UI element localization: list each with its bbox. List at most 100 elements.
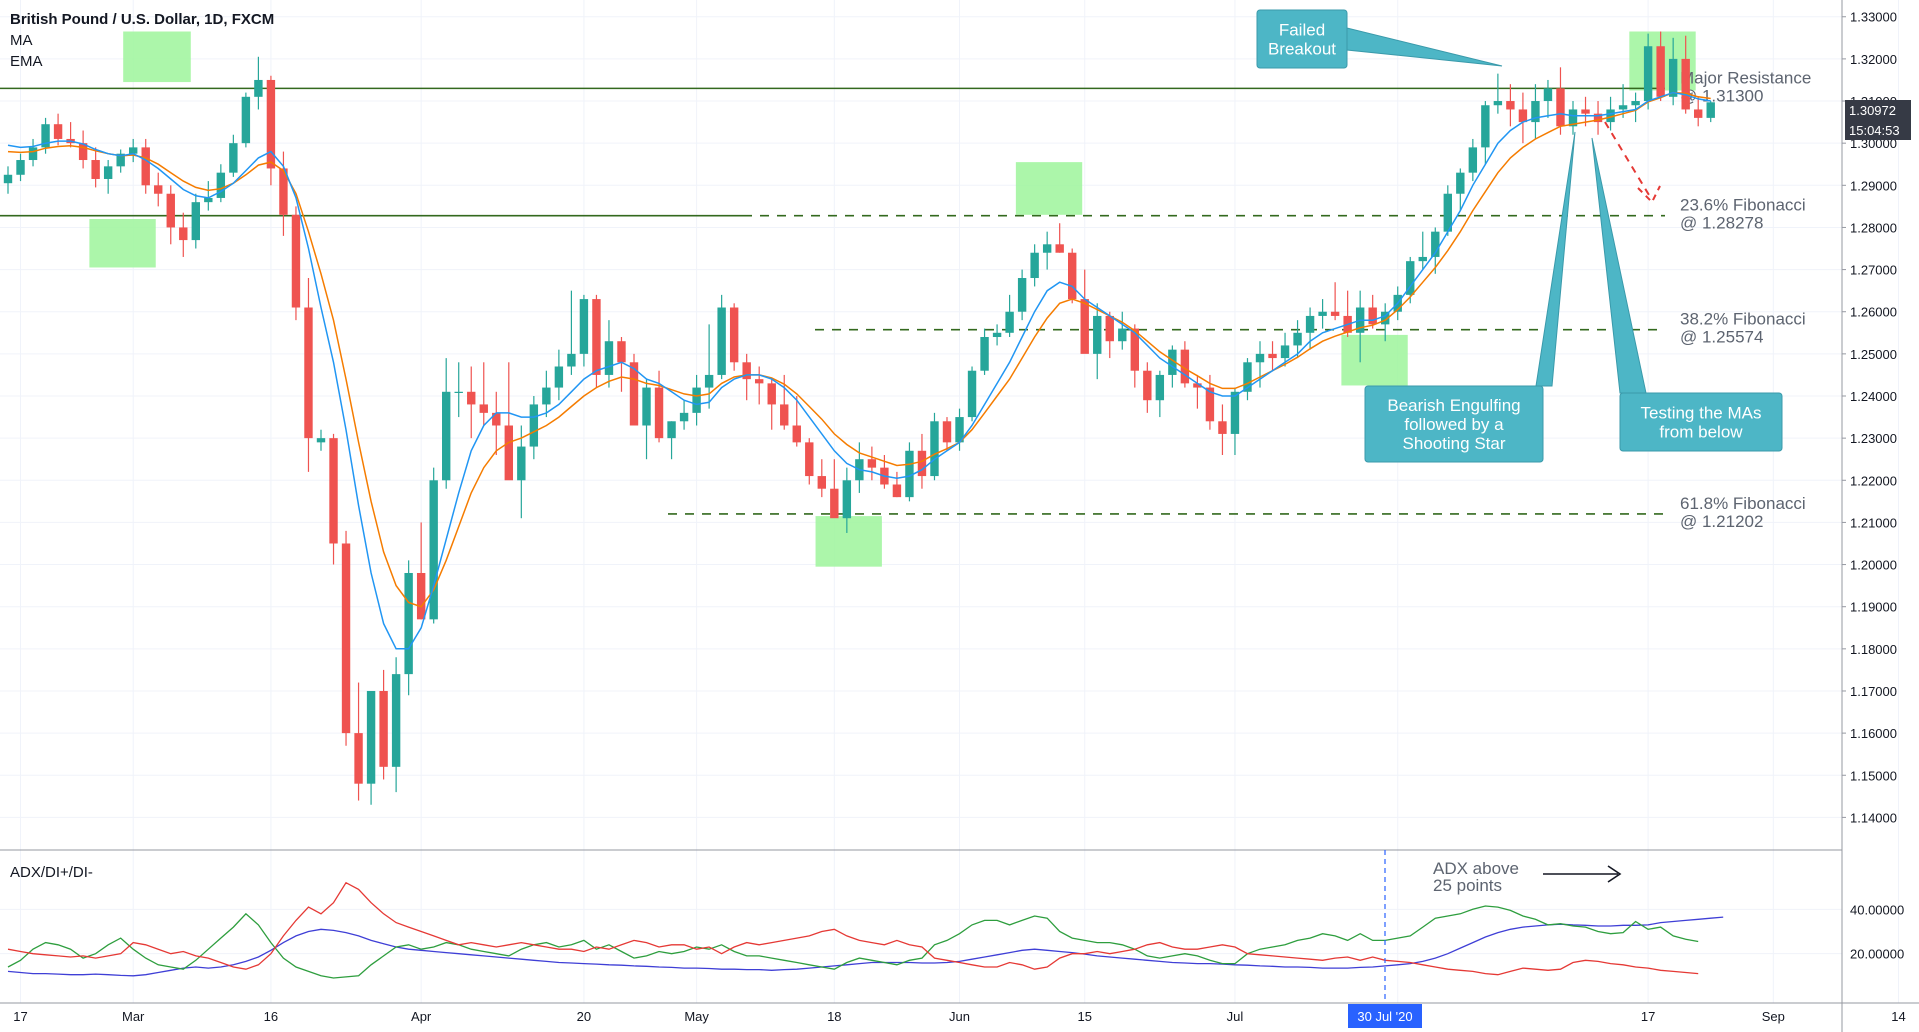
- adx-annotation-line-1: ADX above: [1433, 859, 1519, 878]
- candle-body: [41, 124, 50, 148]
- candle-body: [1305, 315, 1315, 333]
- candle-body: [830, 488, 839, 519]
- projection-arrow-line: [1604, 121, 1653, 201]
- candle-body: [980, 337, 989, 371]
- time-tick-label: 16: [264, 1009, 278, 1024]
- candle-body: [191, 202, 200, 241]
- candle-body: [692, 387, 701, 413]
- candle-body: [1205, 387, 1215, 422]
- price-badge-value: 1.30972: [1849, 103, 1896, 118]
- candle-body: [704, 374, 714, 388]
- bearish-engulfing-callout-tail: [1535, 131, 1576, 387]
- candle-body: [617, 341, 626, 363]
- candle-body: [1568, 109, 1578, 127]
- price-tick-label: 1.33000: [1850, 10, 1897, 25]
- candle-body: [416, 572, 426, 620]
- price-tick-label: 1.22000: [1850, 473, 1897, 488]
- candle-body: [742, 362, 751, 380]
- candle-body: [1080, 299, 1089, 354]
- candle-body: [1543, 88, 1553, 102]
- candle-body: [1531, 101, 1540, 123]
- candle-body: [1143, 370, 1152, 401]
- highlight-zone: [815, 516, 882, 567]
- price-tick-label: 1.26000: [1850, 305, 1897, 320]
- candle-body: [291, 214, 301, 308]
- price-tick-label: 1.14000: [1850, 810, 1897, 825]
- price-tick-label: 1.18000: [1850, 642, 1897, 657]
- level-label-3: 61.8% Fibonacci: [1680, 494, 1806, 513]
- indicator-ema: EMA: [10, 53, 43, 70]
- candle-body: [1017, 278, 1027, 312]
- candle-body: [1030, 252, 1039, 279]
- candle-body: [91, 160, 100, 179]
- adx-series-DI+: [7, 905, 1699, 979]
- time-tick-label: 15: [1077, 1009, 1091, 1024]
- candle-body: [1218, 421, 1227, 434]
- candle-body: [229, 143, 238, 173]
- level-label-1: 23.6% Fibonacci: [1680, 196, 1806, 215]
- price-tick-label: 1.17000: [1850, 684, 1897, 699]
- indicator-ma: MA: [10, 32, 33, 49]
- candle-body: [567, 353, 576, 367]
- time-tick-label: Apr: [411, 1009, 432, 1024]
- candle-body: [1506, 101, 1515, 110]
- candle-body: [154, 185, 163, 194]
- crosshair-date-badge: 30 Jul '20: [1348, 1004, 1422, 1028]
- candle-body: [329, 438, 338, 544]
- time-tick-label: Jun: [949, 1009, 970, 1024]
- bearish-engulfing-callout-box: [1364, 385, 1544, 463]
- bearish-engulfing-callout-text: Shooting Star: [1402, 434, 1505, 453]
- candle-body: [1255, 353, 1265, 363]
- candle-body: [717, 307, 726, 375]
- candle-body: [554, 366, 564, 388]
- price-badge: 1.30972: [1845, 100, 1911, 120]
- candle-body: [1368, 307, 1377, 325]
- level-value-3: @ 1.21202: [1680, 512, 1763, 531]
- candle-body: [517, 446, 526, 481]
- candle-body: [992, 332, 1002, 338]
- price-tick-label: 1.29000: [1850, 178, 1897, 193]
- ma-line: [7, 91, 1711, 650]
- testing-mas-callout-text: from below: [1659, 423, 1743, 442]
- candle-body: [379, 690, 388, 767]
- level-label-0: Major Resistance: [1680, 68, 1811, 87]
- candle-body: [1418, 256, 1427, 262]
- candle-body: [755, 379, 764, 384]
- price-tick-label: 1.27000: [1850, 263, 1897, 278]
- countdown-badge: 15:04:53: [1845, 120, 1911, 140]
- candle-body: [767, 383, 776, 405]
- time-tick-label: 18: [827, 1009, 841, 1024]
- candle-body: [53, 124, 63, 139]
- candle-body: [1118, 328, 1127, 342]
- price-tick-label: 1.28000: [1850, 220, 1897, 235]
- crosshair-date-value: 30 Jul '20: [1357, 1009, 1412, 1024]
- candle-body: [1268, 353, 1277, 359]
- candle-body: [1606, 109, 1615, 123]
- highlight-zone: [1015, 162, 1083, 215]
- candle-body: [304, 307, 313, 439]
- candle-body: [642, 387, 651, 426]
- candle-body: [241, 96, 251, 144]
- time-tick-label: May: [684, 1009, 709, 1024]
- candle-body: [679, 412, 689, 422]
- candle-body: [1093, 315, 1102, 354]
- adx-series-DI-: [7, 881, 1699, 976]
- candle-body: [442, 391, 451, 481]
- candle-body: [1681, 58, 1690, 110]
- time-tick-label: Sep: [1762, 1009, 1785, 1024]
- candle-body: [529, 404, 539, 447]
- price-tick-label: 1.23000: [1850, 431, 1897, 446]
- level-label-2: 38.2% Fibonacci: [1680, 310, 1806, 329]
- candle-body: [1293, 332, 1302, 346]
- candle-body: [454, 391, 463, 393]
- candle-body: [955, 417, 964, 443]
- price-tick-label: 1.19000: [1850, 600, 1897, 615]
- candle-body: [1068, 252, 1077, 300]
- candle-body: [967, 370, 977, 418]
- testing-mas-callout-text: Testing the MAs: [1641, 404, 1762, 423]
- candle-body: [667, 421, 676, 439]
- candle-body: [78, 143, 88, 161]
- adx-series-ADX: [7, 916, 1724, 977]
